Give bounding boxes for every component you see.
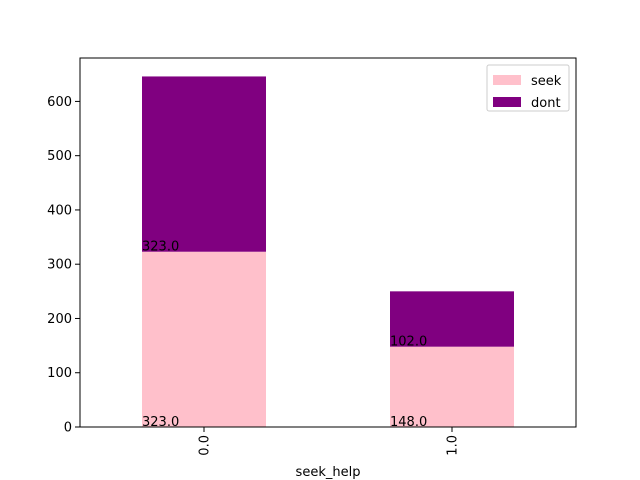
- y-tick-label-2: 200: [47, 312, 72, 327]
- legend: seek dont: [486, 64, 570, 112]
- bar-dont-0: [142, 76, 266, 252]
- bar-seek-0: [142, 251, 266, 427]
- bar-seek-1: [390, 346, 514, 427]
- bar-annotation-0: 323.0: [142, 415, 179, 430]
- legend-label-dont: dont: [531, 96, 561, 111]
- bars-group: [142, 76, 514, 427]
- y-axis: 0 100 200 300 400 500 600: [47, 95, 80, 436]
- bar-dont-1: [390, 291, 514, 347]
- y-tick-label-5: 500: [47, 149, 72, 164]
- x-tick-label-1: 1.0: [446, 435, 461, 456]
- y-tick-label-1: 100: [47, 366, 72, 381]
- y-tick-label-0: 0: [64, 421, 72, 436]
- y-tick-label-6: 600: [47, 95, 72, 110]
- legend-label-seek: seek: [531, 74, 562, 89]
- x-axis: 0.0 1.0: [198, 427, 461, 456]
- legend-swatch-dont: [493, 97, 521, 107]
- x-tick-label-0: 0.0: [198, 435, 213, 456]
- bar-annotation-3: 102.0: [390, 335, 427, 350]
- annotations-group: 323.0 323.0 148.0 102.0: [142, 240, 427, 430]
- legend-swatch-seek: [493, 75, 521, 85]
- plot-frame: [79, 57, 577, 428]
- bar-annotation-1: 323.0: [142, 240, 179, 255]
- y-tick-label-4: 400: [47, 203, 72, 218]
- x-axis-label: seek_help: [296, 465, 361, 480]
- bar-annotation-2: 148.0: [390, 415, 427, 430]
- y-tick-label-3: 300: [47, 258, 72, 273]
